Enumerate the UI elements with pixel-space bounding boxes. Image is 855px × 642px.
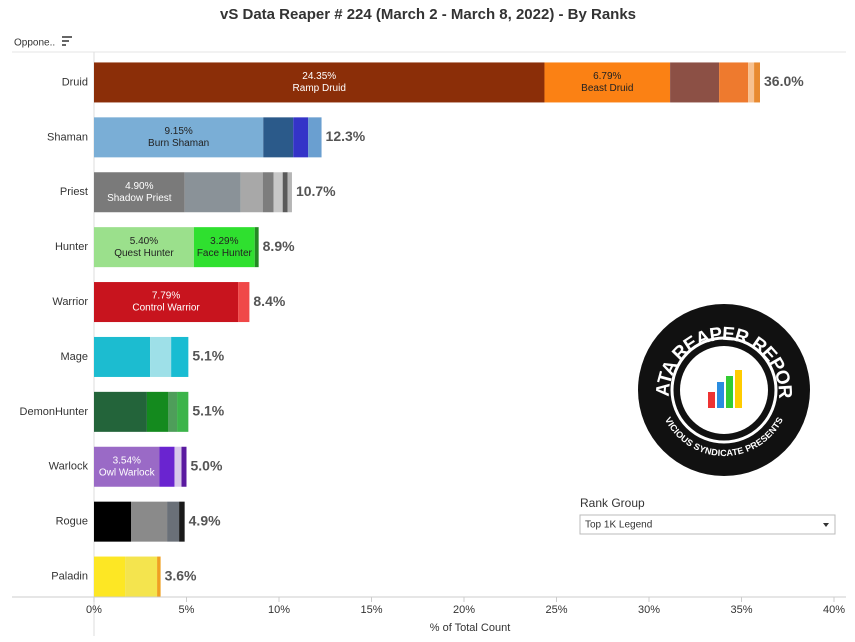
total-label: 5.0%: [191, 457, 223, 473]
bar-segment: [159, 446, 175, 487]
bar-segment: [177, 391, 189, 432]
bar-segment: [282, 172, 288, 213]
segment-name-label: Beast Druid: [581, 83, 633, 94]
category-label: Shaman: [47, 131, 88, 143]
bar-segment: [184, 172, 241, 213]
segment-value-label: 7.79%: [152, 291, 180, 302]
category-label: Druid: [62, 76, 88, 88]
bar-segment: [131, 501, 168, 542]
category-label: DemonHunter: [20, 406, 89, 418]
segment-name-label: Quest Hunter: [114, 248, 174, 259]
total-label: 12.3%: [326, 128, 366, 144]
category-label: Priest: [60, 186, 88, 198]
bar-segment: [94, 62, 545, 103]
x-tick-label: 0%: [86, 604, 102, 616]
bar-segment: [171, 336, 189, 377]
x-tick-label: 20%: [453, 604, 475, 616]
category-label: Mage: [60, 351, 88, 363]
x-axis-title: % of Total Count: [430, 622, 511, 634]
bar-segment: [94, 391, 147, 432]
segment-name-label: Ramp Druid: [293, 83, 346, 94]
bar-segment: [287, 172, 292, 213]
bar-segment: [719, 62, 749, 103]
segment-value-label: 24.35%: [302, 71, 336, 82]
total-label: 3.6%: [165, 567, 197, 583]
x-tick-label: 35%: [730, 604, 752, 616]
bar-segment: [179, 501, 185, 542]
bar-segment: [308, 117, 322, 158]
segment-value-label: 3.54%: [113, 455, 141, 466]
bar-segment: [544, 62, 671, 103]
bar-segment: [273, 172, 283, 213]
bar-segment: [181, 446, 187, 487]
bar-segment: [748, 62, 755, 103]
bar-segment: [262, 172, 274, 213]
bar-segment: [263, 117, 294, 158]
sort-icon[interactable]: [62, 36, 72, 46]
bar-segment: [150, 336, 172, 377]
chart-title: vS Data Reaper # 224 (March 2 - March 8,…: [220, 6, 636, 23]
total-label: 36.0%: [764, 73, 804, 89]
segment-value-label: 3.29%: [210, 236, 238, 247]
total-label: 10.7%: [296, 183, 336, 199]
category-label: Paladin: [51, 570, 88, 582]
bar-segment: [167, 501, 180, 542]
segment-value-label: 5.40%: [130, 236, 158, 247]
total-label: 8.4%: [253, 293, 285, 309]
x-tick-label: 25%: [545, 604, 567, 616]
bar-segment: [238, 282, 250, 323]
bar-segment: [94, 117, 264, 158]
bar-segment: [174, 446, 182, 487]
bar-segment: [168, 391, 178, 432]
segment-value-label: 4.90%: [125, 181, 153, 192]
total-label: 8.9%: [263, 238, 295, 254]
bar-segment: [94, 227, 194, 268]
y-header[interactable]: Oppone..: [14, 38, 55, 49]
segment-name-label: Burn Shaman: [148, 138, 209, 149]
category-label: Warlock: [49, 461, 89, 473]
segment-name-label: Shadow Priest: [107, 193, 172, 204]
bar-segment: [94, 556, 126, 597]
segment-name-label: Face Hunter: [197, 248, 253, 259]
bar-segment: [125, 556, 158, 597]
bar-segment: [94, 336, 151, 377]
total-label: 5.1%: [192, 403, 224, 419]
x-tick-label: 10%: [268, 604, 290, 616]
bar-segment: [94, 282, 239, 323]
bar-segment: [754, 62, 760, 103]
category-label: Hunter: [55, 241, 88, 253]
bar-segment: [254, 227, 259, 268]
filter-label: Rank Group: [580, 496, 645, 510]
filter-value[interactable]: Top 1K Legend: [585, 520, 652, 531]
x-tick-label: 40%: [823, 604, 845, 616]
bar-segment: [293, 117, 309, 158]
segment-value-label: 6.79%: [593, 71, 621, 82]
total-label: 5.1%: [192, 348, 224, 364]
bar-segment: [193, 227, 255, 268]
x-tick-label: 30%: [638, 604, 660, 616]
segment-name-label: Control Warrior: [132, 303, 200, 314]
bar-segment: [94, 172, 185, 213]
bar-segment: [157, 556, 161, 597]
total-label: 4.9%: [189, 512, 221, 528]
x-tick-label: 5%: [179, 604, 195, 616]
filter-dropdown[interactable]: Top 1K Legend: [579, 514, 836, 535]
bar-segment: [146, 391, 168, 432]
x-tick-label: 15%: [360, 604, 382, 616]
segment-name-label: Owl Warlock: [99, 467, 156, 478]
bar-segment: [240, 172, 263, 213]
category-label: Rogue: [56, 516, 88, 528]
bar-segment: [94, 446, 160, 487]
bar-segment: [670, 62, 720, 103]
category-label: Warrior: [52, 296, 88, 308]
bar-segment: [94, 501, 131, 542]
segment-value-label: 9.15%: [164, 126, 192, 137]
